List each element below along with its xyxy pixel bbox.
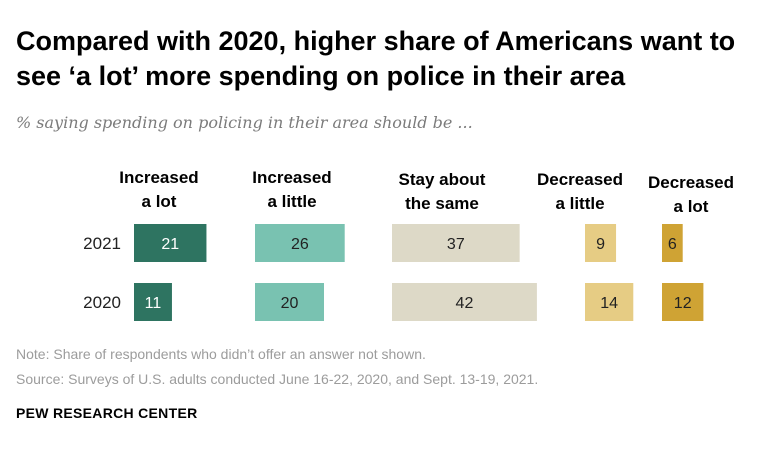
pew-logo-text: PEW RESEARCH CENTER bbox=[16, 405, 198, 421]
data-label-0-2021: 21 bbox=[161, 236, 179, 253]
bar-2-2020 bbox=[392, 283, 537, 321]
chart-source: Source: Surveys of U.S. adults conducted… bbox=[16, 371, 539, 387]
data-label-4-2021: 6 bbox=[668, 236, 677, 253]
column-header-4-line-1: a lot bbox=[674, 197, 709, 216]
bar-1-2020 bbox=[255, 283, 324, 321]
bar-4-2021 bbox=[662, 224, 683, 262]
data-label-2-2021: 37 bbox=[447, 236, 465, 253]
chart-note: Note: Share of respondents who didn’t of… bbox=[16, 346, 426, 362]
chart-subtitle: % saying spending on policing in their a… bbox=[16, 113, 473, 132]
column-header-1-line-1: a little bbox=[267, 192, 316, 211]
data-label-1-2020: 20 bbox=[281, 295, 299, 312]
data-label-1-2021: 26 bbox=[291, 236, 309, 253]
data-label-2-2020: 42 bbox=[456, 295, 474, 312]
column-header-3-line-0: Decreased bbox=[537, 170, 623, 189]
year-label-2020: 2020 bbox=[83, 293, 121, 312]
data-label-3-2020: 14 bbox=[600, 295, 618, 312]
column-header-0-line-0: Increased bbox=[119, 168, 198, 187]
chart-title: Compared with 2020, higher share of Amer… bbox=[16, 26, 736, 91]
year-label-2021: 2021 bbox=[83, 234, 121, 253]
column-header-1-line-0: Increased bbox=[252, 168, 331, 187]
bar-1-2021 bbox=[255, 224, 345, 262]
column-header-4-line-0: Decreased bbox=[648, 173, 734, 192]
data-label-4-2020: 12 bbox=[674, 295, 692, 312]
bar-3-2021 bbox=[585, 224, 617, 262]
column-header-2-line-1: the same bbox=[405, 194, 479, 213]
column-header-0-line-1: a lot bbox=[142, 192, 177, 211]
bar-2-2021 bbox=[392, 224, 520, 262]
data-label-3-2021: 9 bbox=[596, 236, 605, 253]
bar-3-2020 bbox=[585, 283, 634, 321]
column-header-3-line-1: a little bbox=[555, 194, 604, 213]
column-header-2-line-0: Stay about bbox=[399, 170, 486, 189]
bar-0-2020 bbox=[134, 283, 172, 321]
data-label-0-2020: 11 bbox=[145, 295, 162, 312]
bar-4-2020 bbox=[662, 283, 704, 321]
bar-0-2021 bbox=[134, 224, 207, 262]
